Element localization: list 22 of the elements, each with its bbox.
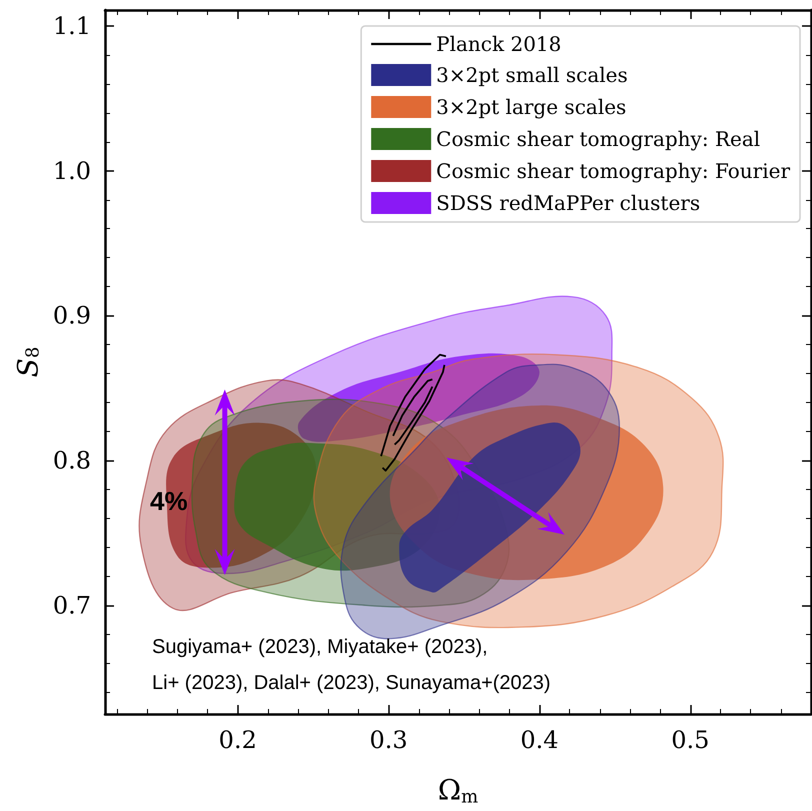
y-tick-label: 0.7 [52, 591, 91, 620]
y-tick-label: 1.1 [52, 12, 91, 40]
y-axis-title: S8 [11, 346, 44, 378]
legend-label: Planck 2018 [436, 32, 562, 56]
y-tick-label: 0.8 [52, 446, 91, 474]
line-series [392, 378, 434, 437]
line-series [380, 354, 447, 458]
x-tick-label: 0.4 [520, 726, 559, 754]
legend-label: SDSS redMaPPer clusters [436, 191, 700, 215]
legend-label: Cosmic shear tomography: Fourier [436, 159, 790, 183]
y-tick-label: 1.0 [52, 156, 91, 185]
annotation: Li+ (2023), Dalal+ (2023), Sunayama+(2023) [152, 672, 551, 694]
line-series [382, 364, 446, 472]
x-tick-label: 0.2 [218, 726, 257, 754]
y-tick-label: 0.9 [52, 302, 91, 330]
legend-label: 3×2pt large scales [436, 95, 626, 119]
legend-label: Cosmic shear tomography: Real [436, 127, 760, 151]
annotation: Sugiyama+ (2023), Miyatake+ (2023), [152, 636, 488, 658]
x-tick-label: 0.5 [671, 726, 710, 754]
legend-label: 3×2pt small scales [436, 63, 628, 87]
line-series [394, 386, 434, 446]
x-tick-label: 0.3 [370, 726, 408, 754]
